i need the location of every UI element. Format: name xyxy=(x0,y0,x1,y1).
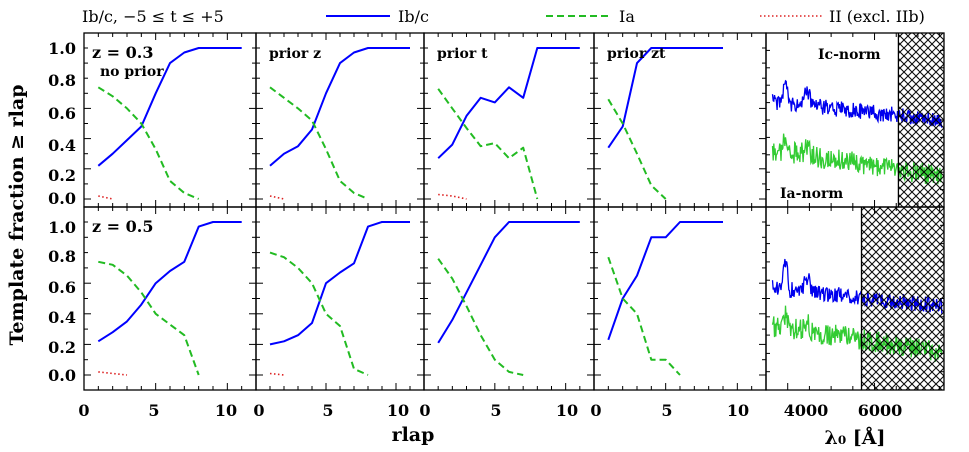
chart-panel: prior t xyxy=(423,32,595,208)
chart-panel xyxy=(255,206,425,391)
series-line-ib-c xyxy=(97,47,242,167)
x-tick-label: 0 xyxy=(590,401,601,420)
y-tick-label: 0.4 xyxy=(48,308,76,327)
series-line-ia xyxy=(437,88,539,200)
series-line-ii-excl-iib xyxy=(98,195,113,200)
series-line-ii-excl-iib xyxy=(269,195,285,200)
panel-ticks xyxy=(256,207,424,390)
legend-label-ibc: Ib/c xyxy=(398,7,429,26)
x-tick-label: 0 xyxy=(78,401,89,420)
series-line-ib-c xyxy=(269,47,410,167)
series-line-ib-c xyxy=(269,221,410,346)
series-line-ia xyxy=(607,256,681,376)
panel-label: z = 0.5 xyxy=(92,217,153,236)
series-line-ib-c xyxy=(437,47,580,159)
x-tick-label: 10 xyxy=(556,401,578,420)
series-line-ia xyxy=(97,86,200,200)
chart-panel: prior z xyxy=(255,32,425,208)
panel-label: no prior xyxy=(100,64,164,80)
y-axis-label: Template fraction ≥ rlap xyxy=(6,85,28,346)
series-line-ii-excl-iib xyxy=(98,371,128,376)
panel-ticks xyxy=(424,33,594,207)
x-tick-label: 10 xyxy=(727,401,749,420)
panel-frame xyxy=(255,206,425,391)
panel-ticks xyxy=(84,207,256,390)
spectrum-ticks xyxy=(766,207,944,390)
panel-label: prior z xyxy=(269,46,321,62)
x-tick-label: 5 xyxy=(322,401,333,420)
series-line-ib-c xyxy=(607,47,723,149)
y-tick-label: 0.6 xyxy=(48,278,76,297)
series-line-ib-c xyxy=(437,221,580,344)
y-tick-label: 1.0 xyxy=(48,218,76,237)
spectrum-frame xyxy=(765,206,945,391)
x-tick-label: 0 xyxy=(253,401,264,420)
x-tick-label: 0 xyxy=(419,401,430,420)
panel-ticks xyxy=(594,207,766,390)
y-tick-label: 0.0 xyxy=(48,366,76,385)
chart-panel xyxy=(423,206,595,391)
series-line-ib-c xyxy=(607,221,723,341)
y-tick-label: 0.2 xyxy=(48,338,76,357)
panel-label: z = 0.3 xyxy=(92,43,153,62)
spectrum-x-tick-label: 6000 xyxy=(858,401,903,420)
panel-ticks xyxy=(256,33,424,207)
y-tick-label: 1.0 xyxy=(48,39,76,58)
x-tick-label: 5 xyxy=(148,401,159,420)
y-ticks-top: 0.0 0.2 0.4 0.6 0.8 1.0 xyxy=(48,39,76,208)
panel-label: prior t xyxy=(437,46,488,62)
series-line-ib-c xyxy=(97,221,242,343)
y-ticks-bottom: 0.0 0.2 0.4 0.6 0.8 1.0 xyxy=(48,218,76,385)
masked-region xyxy=(898,33,944,207)
panel-ticks xyxy=(424,207,594,390)
series-line-ii-excl-iib xyxy=(438,193,467,200)
panel-frame xyxy=(423,206,595,391)
x-tick-label: 10 xyxy=(387,401,409,420)
panel-label: prior zt xyxy=(607,46,666,62)
y-tick-label: 0.8 xyxy=(48,247,76,266)
series-line-ia xyxy=(607,98,667,200)
y-tick-label: 0.6 xyxy=(48,104,76,123)
spectrum-x-axis-label: λ₀ [Å] xyxy=(825,426,886,449)
legend: Ib/c, −5 ≤ t ≤ +5 Ib/c Ia II (excl. IIb) xyxy=(82,7,925,26)
series-line-ia xyxy=(437,258,524,376)
spectrum-ticks xyxy=(766,33,944,207)
panel-ticks xyxy=(84,33,256,207)
y-tick-label: 0.4 xyxy=(48,136,76,155)
chart-panel: z = 0.5 xyxy=(83,206,257,391)
legend-heading: Ib/c, −5 ≤ t ≤ +5 xyxy=(82,7,224,26)
chart-panel: z = 0.3 no prior xyxy=(83,32,257,208)
x-ticks: 0 5 10 0 5 10 0 5 10 0 5 10 4000 6000 xyxy=(78,401,902,420)
chart-panels: z = 0.3 no prior prior z prior t prior zt z =… xyxy=(83,32,767,391)
series-line-ii-excl-iib xyxy=(269,372,285,376)
series-line-ia xyxy=(98,260,200,376)
legend-label-ii: II (excl. IIb) xyxy=(829,7,925,26)
y-tick-label: 0.0 xyxy=(48,189,76,208)
chart-panel: prior zt xyxy=(593,32,767,208)
panel-ticks xyxy=(594,33,766,207)
x-tick-label: 5 xyxy=(490,401,501,420)
spectrum-panel: Ic-norm Ia-norm xyxy=(765,32,945,208)
x-axis-label: rlap xyxy=(392,424,435,446)
panel-frame xyxy=(593,206,767,391)
spectrum-label-ia-norm: Ia-norm xyxy=(780,186,843,202)
legend-label-ia: Ia xyxy=(619,7,635,26)
y-tick-label: 0.8 xyxy=(48,71,76,90)
series-line-ia xyxy=(269,86,369,200)
spectrum-x-tick-label: 4000 xyxy=(784,401,829,420)
masked-region xyxy=(861,207,944,390)
series-line-ia xyxy=(269,251,369,376)
spectrum-panel xyxy=(765,206,945,391)
chart-panel xyxy=(593,206,767,391)
spectrum-label-ic-norm: Ic-norm xyxy=(818,47,881,63)
x-tick-label: 5 xyxy=(661,401,672,420)
y-tick-label: 0.2 xyxy=(48,166,76,185)
spectrum-panels: Ic-norm Ia-norm xyxy=(765,32,945,391)
x-tick-label: 10 xyxy=(215,401,237,420)
